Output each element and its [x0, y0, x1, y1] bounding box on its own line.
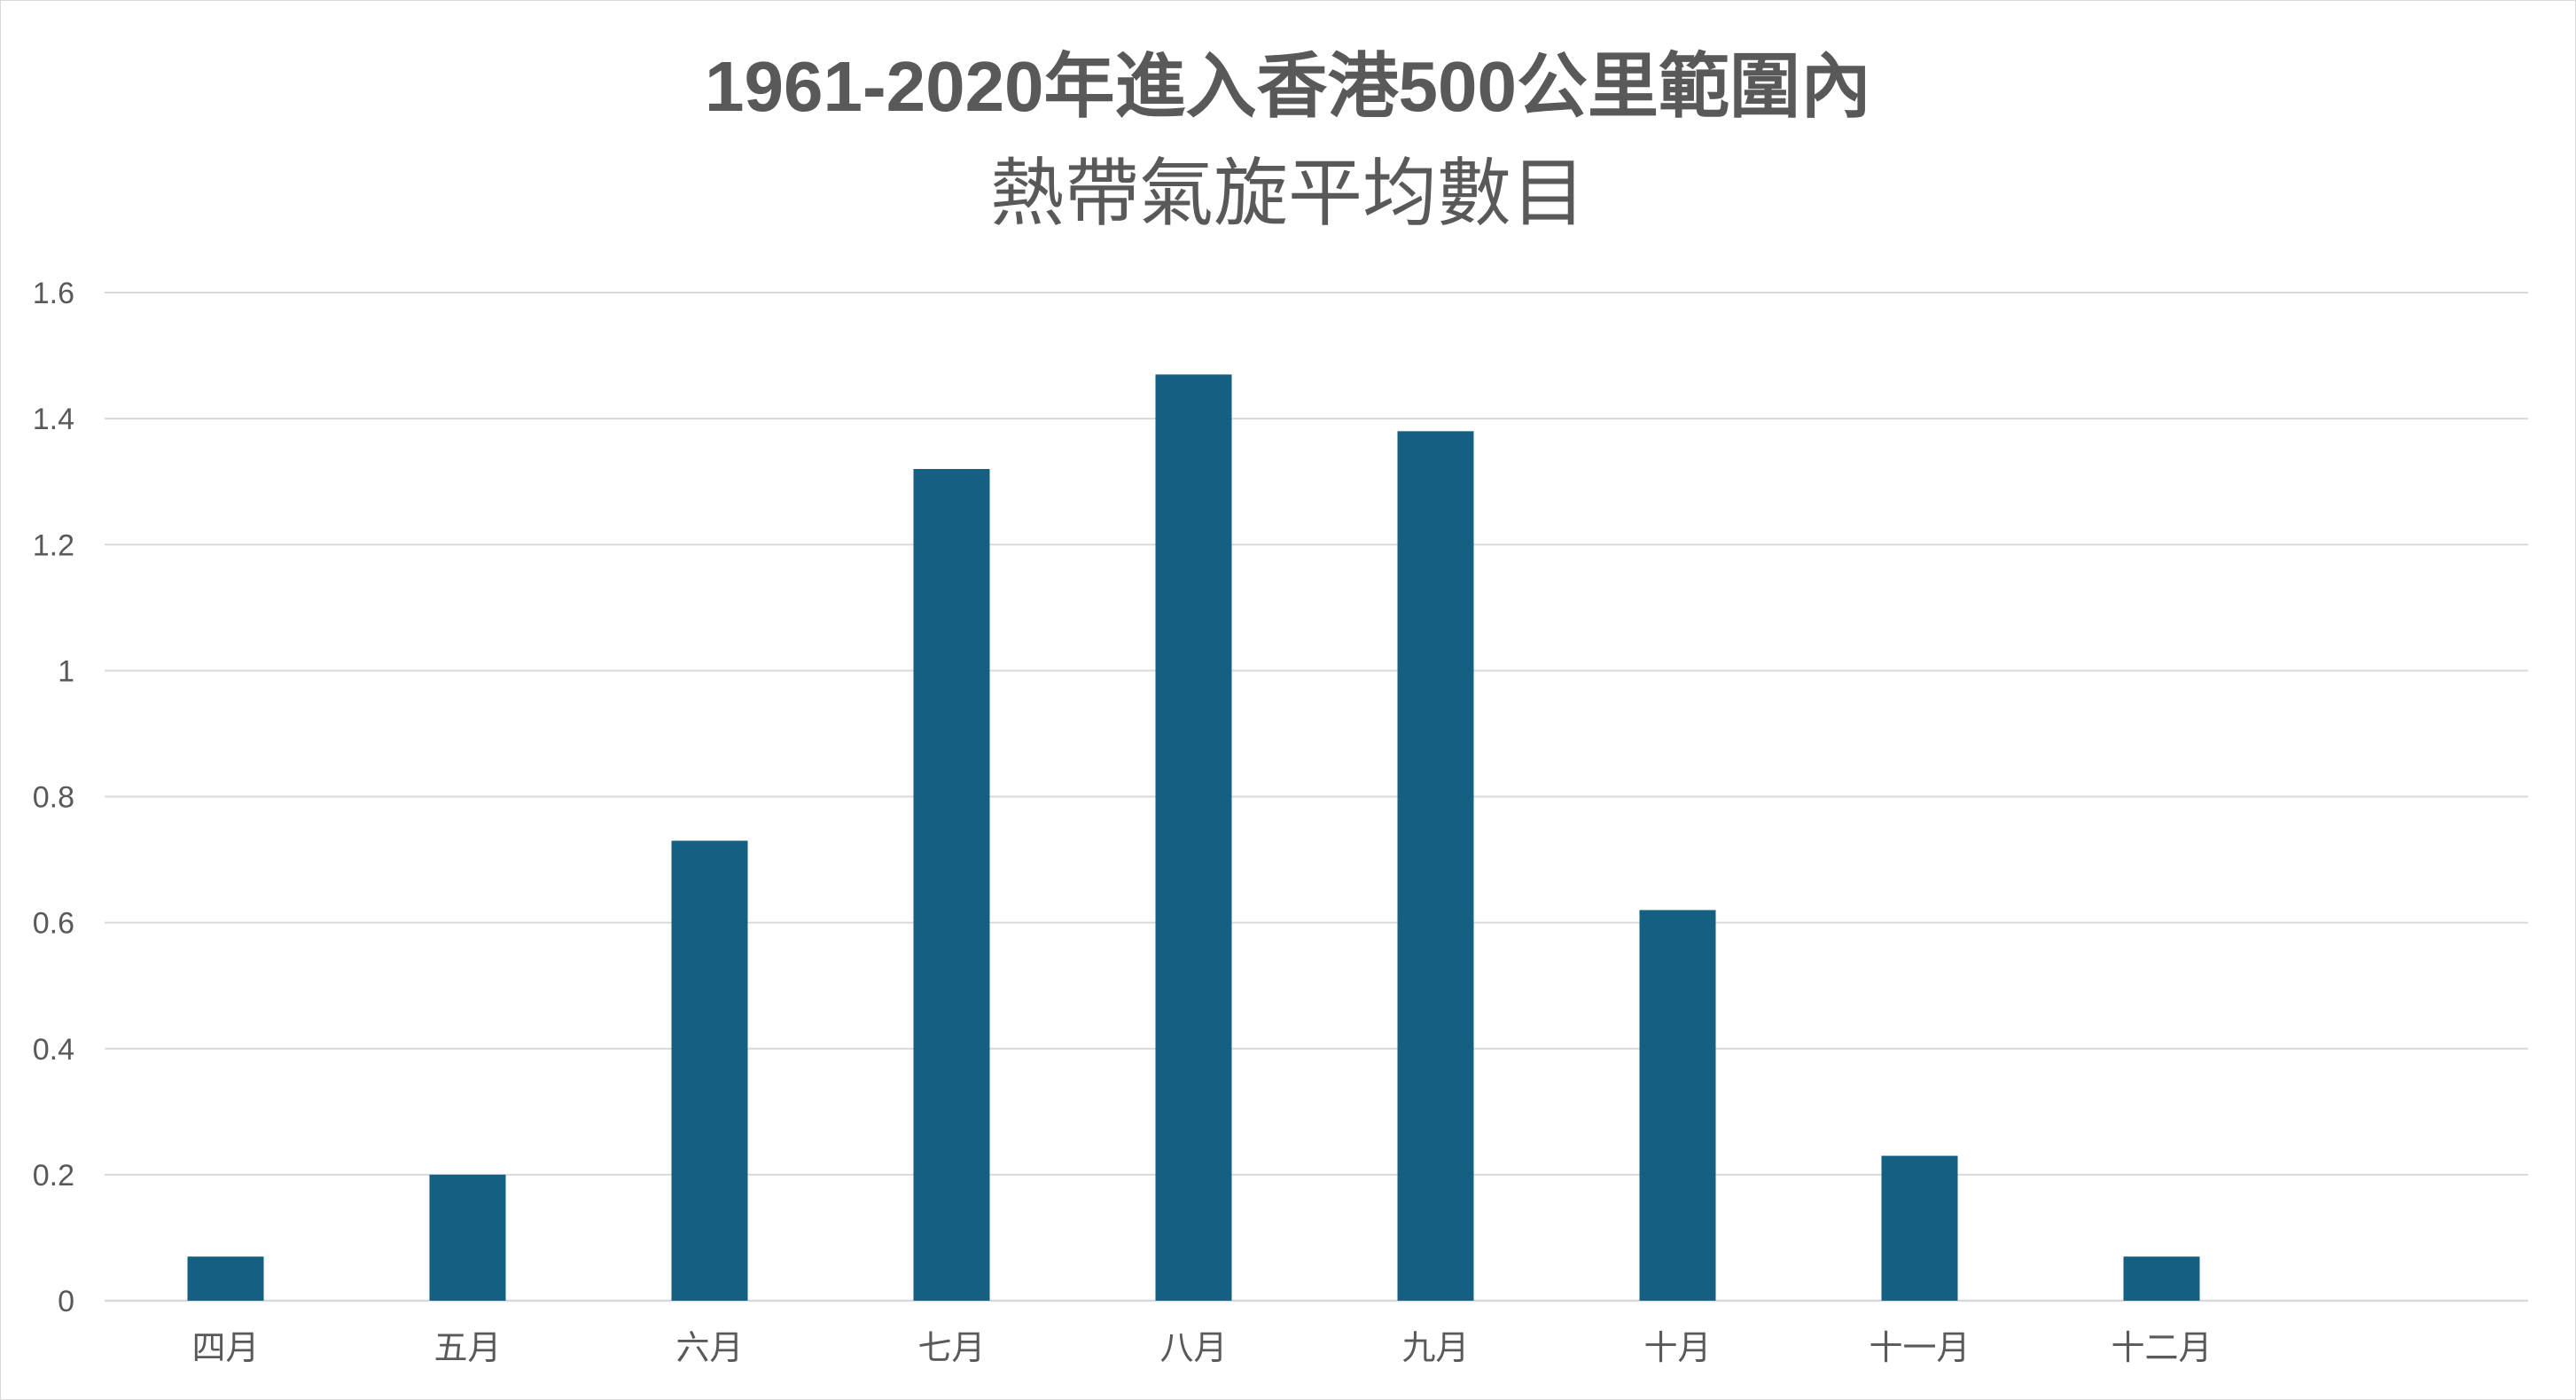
y-axis-ticks: 0 0.2 0.4 0.6 0.8 1 1.2 1.4 1.6: [33, 277, 74, 1318]
bar: [1155, 374, 1232, 1302]
x-category-label: 四月: [191, 1328, 259, 1367]
y-tick-label: 1.4: [33, 403, 74, 436]
x-category-label: 五月: [433, 1328, 501, 1367]
bar: [1881, 1155, 1958, 1301]
bar: [187, 1256, 264, 1301]
x-category-label: 九月: [1401, 1328, 1469, 1367]
chart-title-line2: 熱帶氣旋平均數目: [989, 150, 1586, 237]
x-category-label: 十二月: [2111, 1328, 2212, 1367]
bar: [429, 1174, 506, 1301]
x-category-label: 八月: [1159, 1328, 1227, 1367]
chart-title-line1: 1961-2020年進入香港500公里範圍內: [704, 47, 1872, 126]
y-tick-label: 0.4: [33, 1033, 74, 1067]
chart-title: 1961-2020年進入香港500公里範圍內 熱帶氣旋平均數目: [0, 34, 2576, 246]
bar: [913, 468, 990, 1301]
gridlines: [105, 292, 2528, 1302]
x-category-label: 十一月: [1869, 1328, 1970, 1367]
x-category-label: 六月: [675, 1328, 743, 1367]
bar: [1639, 910, 1716, 1301]
bar: [2123, 1256, 2200, 1301]
y-tick-label: 1.6: [33, 277, 74, 310]
bar: [1397, 431, 1474, 1301]
y-tick-label: 0.2: [33, 1159, 74, 1193]
y-tick-label: 0: [58, 1285, 74, 1318]
bar: [671, 841, 748, 1301]
x-category-label: 十月: [1643, 1328, 1711, 1367]
x-category-label: 七月: [917, 1328, 985, 1367]
bars: [187, 374, 2200, 1302]
y-tick-label: 1.2: [33, 528, 74, 562]
y-tick-label: 0.6: [33, 907, 74, 941]
y-tick-label: 1: [58, 654, 74, 688]
y-tick-label: 0.8: [33, 781, 74, 815]
x-axis-categories: 四月 五月 六月 七月 八月 九月 十月 十一月 十二月: [191, 1328, 2212, 1367]
